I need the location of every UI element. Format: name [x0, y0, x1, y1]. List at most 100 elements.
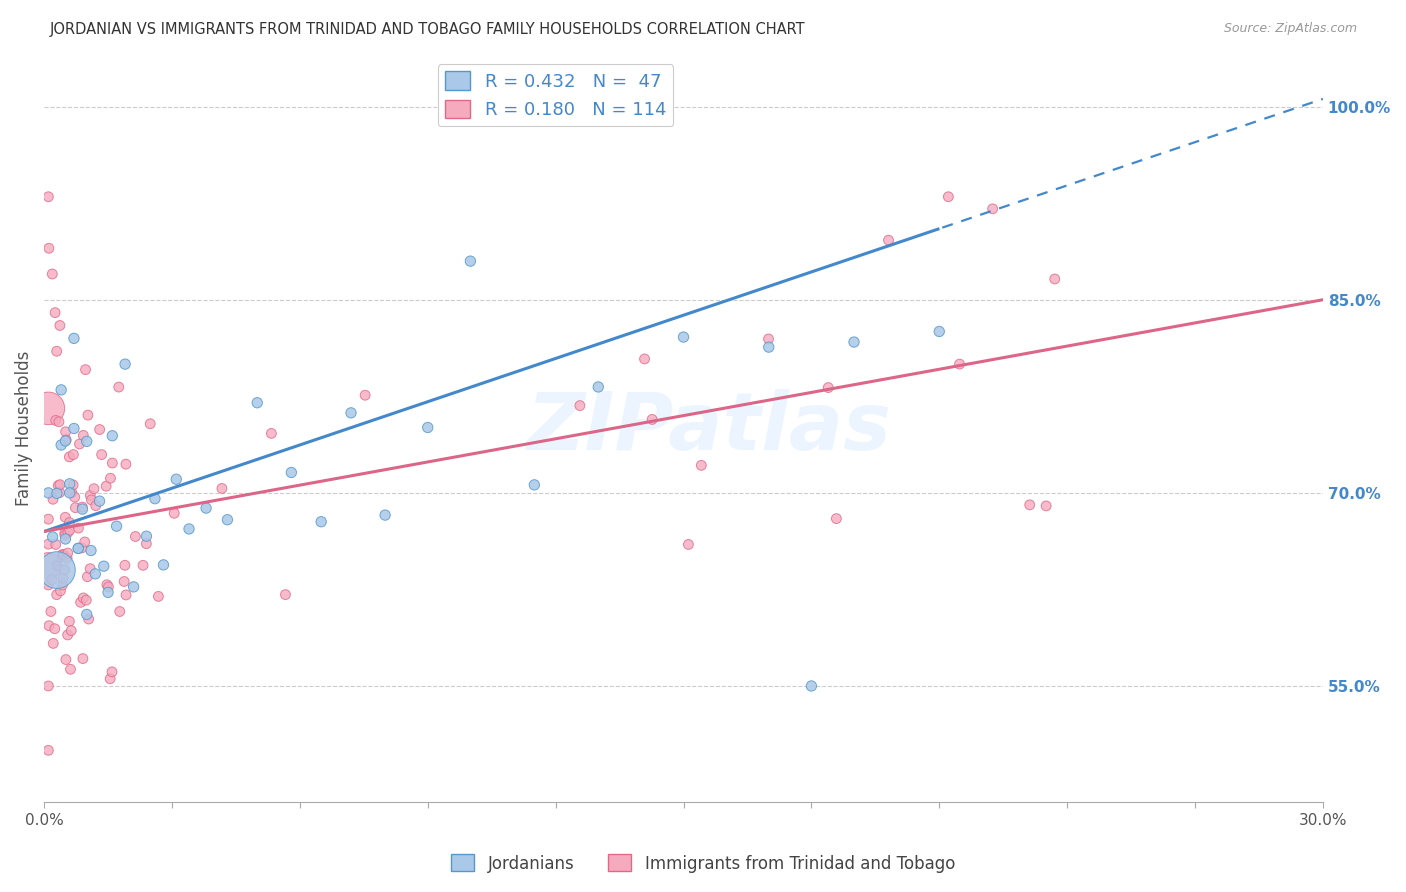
Point	[37, 512, 59, 526]
Text: JORDANIAN VS IMMIGRANTS FROM TRINIDAD AND TOBAGO FAMILY HOUSEHOLDS CORRELATION C: JORDANIAN VS IMMIGRANTS FROM TRINIDAD AN…	[49, 22, 804, 37]
Point	[568, 399, 591, 413]
Point	[678, 537, 700, 551]
Point	[938, 190, 960, 204]
Point	[877, 233, 900, 247]
Point	[152, 558, 174, 572]
Point	[59, 662, 82, 676]
Text: Source: ZipAtlas.com: Source: ZipAtlas.com	[1223, 22, 1357, 36]
Point	[73, 535, 96, 549]
Point	[84, 566, 107, 581]
Point	[37, 743, 59, 757]
Point	[90, 448, 112, 462]
Point	[115, 457, 138, 471]
Point	[69, 437, 91, 451]
Point	[641, 412, 664, 426]
Point	[55, 434, 77, 448]
Point	[523, 478, 546, 492]
Point	[633, 351, 655, 366]
Point	[41, 530, 63, 544]
Point	[672, 330, 695, 344]
Legend: R = 0.432   N =  47, R = 0.180   N = 114: R = 0.432 N = 47, R = 0.180 N = 114	[437, 64, 673, 127]
Text: ZIPatlas: ZIPatlas	[527, 390, 891, 467]
Point	[195, 501, 218, 516]
Point	[63, 421, 86, 435]
Point	[38, 241, 60, 255]
Point	[274, 588, 297, 602]
Point	[72, 500, 94, 514]
Y-axis label: Family Households: Family Households	[15, 351, 32, 506]
Point	[75, 362, 97, 376]
Point	[101, 665, 124, 679]
Point	[97, 585, 120, 599]
Point	[60, 624, 83, 638]
Point	[56, 546, 79, 560]
Point	[42, 492, 65, 507]
Point	[37, 679, 59, 693]
Point	[72, 502, 94, 516]
Point	[51, 548, 73, 562]
Point	[49, 477, 72, 491]
Point	[37, 190, 59, 204]
Point	[96, 479, 118, 493]
Point	[842, 334, 865, 349]
Point	[246, 395, 269, 409]
Point	[45, 563, 67, 577]
Point	[46, 478, 69, 492]
Point	[37, 486, 59, 500]
Point	[101, 429, 124, 443]
Point	[51, 383, 73, 397]
Point	[77, 612, 100, 626]
Point	[217, 513, 239, 527]
Point	[56, 551, 79, 566]
Point	[135, 537, 157, 551]
Point	[67, 541, 90, 556]
Point	[460, 254, 482, 268]
Point	[132, 558, 155, 573]
Point	[97, 580, 120, 594]
Point	[55, 425, 77, 439]
Point	[79, 488, 101, 502]
Point	[143, 491, 166, 506]
Point	[58, 450, 80, 464]
Legend: Jordanians, Immigrants from Trinidad and Tobago: Jordanians, Immigrants from Trinidad and…	[444, 847, 962, 880]
Point	[77, 408, 100, 422]
Point	[59, 476, 82, 491]
Point	[45, 413, 67, 427]
Point	[1043, 272, 1066, 286]
Point	[56, 628, 79, 642]
Point	[62, 448, 84, 462]
Point	[817, 380, 839, 394]
Point	[981, 202, 1004, 216]
Point	[948, 357, 970, 371]
Point	[112, 574, 135, 589]
Point	[52, 571, 75, 585]
Point	[309, 515, 332, 529]
Point	[340, 406, 363, 420]
Point	[114, 357, 136, 371]
Point	[45, 537, 67, 551]
Point	[69, 595, 91, 609]
Point	[59, 486, 82, 500]
Point	[89, 423, 111, 437]
Point	[107, 380, 129, 394]
Point	[63, 490, 86, 504]
Point	[1035, 499, 1057, 513]
Point	[55, 532, 77, 546]
Point	[586, 380, 609, 394]
Point	[79, 562, 101, 576]
Point	[45, 344, 67, 359]
Point	[825, 511, 848, 525]
Point	[101, 456, 124, 470]
Point	[55, 652, 77, 666]
Point	[124, 529, 146, 543]
Point	[53, 510, 76, 524]
Point	[63, 331, 86, 345]
Point	[70, 541, 93, 555]
Point	[122, 580, 145, 594]
Point	[52, 548, 75, 562]
Point	[41, 573, 63, 587]
Point	[80, 543, 103, 558]
Point	[928, 325, 950, 339]
Point	[177, 522, 200, 536]
Point	[48, 485, 70, 500]
